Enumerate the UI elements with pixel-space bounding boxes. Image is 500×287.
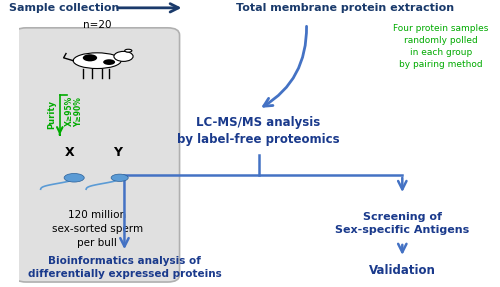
Text: LC-MS/MS analysis
by label-free proteomics: LC-MS/MS analysis by label-free proteomi… — [178, 116, 340, 146]
Text: Screening of
Sex-specific Antigens: Screening of Sex-specific Antigens — [335, 212, 469, 235]
Text: Four protein samples
randomly polled
in each group
by pairing method: Four protein samples randomly polled in … — [393, 24, 488, 69]
Ellipse shape — [73, 53, 121, 69]
Text: Purity: Purity — [47, 100, 56, 129]
Text: Validation: Validation — [369, 264, 436, 277]
Text: X≥95%: X≥95% — [65, 96, 74, 126]
Text: Sample collection: Sample collection — [10, 3, 120, 13]
Ellipse shape — [83, 54, 97, 61]
Ellipse shape — [111, 174, 128, 181]
Text: Total membrane protein extraction: Total membrane protein extraction — [236, 3, 454, 13]
Text: Y: Y — [113, 146, 122, 159]
Text: n=20: n=20 — [83, 20, 112, 30]
Text: Bioinformatics analysis of
differentially expressed proteins: Bioinformatics analysis of differentiall… — [28, 256, 222, 279]
Ellipse shape — [64, 173, 84, 182]
Text: X: X — [64, 146, 74, 159]
Ellipse shape — [103, 59, 115, 65]
Ellipse shape — [124, 49, 132, 52]
Ellipse shape — [114, 51, 133, 61]
Text: Y≥90%: Y≥90% — [74, 97, 84, 127]
FancyBboxPatch shape — [14, 28, 179, 282]
Text: 120 million
sex-sorted sperm
per bull: 120 million sex-sorted sperm per bull — [52, 210, 142, 248]
